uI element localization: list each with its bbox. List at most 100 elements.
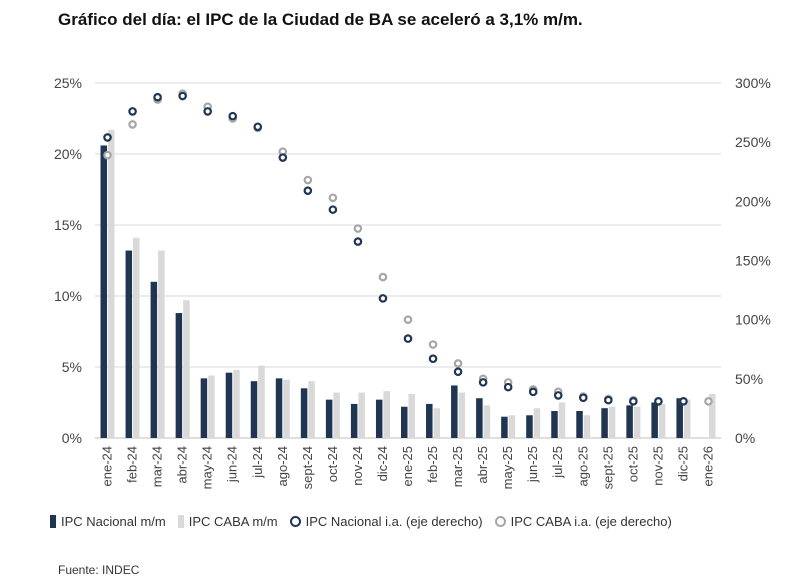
x-axis-labels: ene-24 feb-24 mar-24 abr-24 may-24 jun-24 jul-…	[100, 446, 716, 489]
bar-caba-mm	[508, 415, 516, 438]
dot-nacional-ia	[153, 92, 162, 102]
x-tick-label: mar-25	[450, 446, 465, 487]
bar-caba-mm	[683, 399, 691, 438]
bar-caba-mm	[208, 375, 215, 438]
bar-caba-mm	[258, 365, 265, 438]
bar-caba-mm	[108, 129, 115, 439]
dot-nacional-ia	[528, 387, 538, 397]
dot-nacional-ia	[278, 153, 288, 162]
bar-nacional-mm	[225, 372, 233, 438]
dot-nacional-ia	[503, 382, 513, 392]
x-tick-label: oct-25	[625, 446, 640, 482]
dot-nacional-ia	[453, 367, 463, 377]
dot-nacional-ia	[203, 107, 212, 116]
dot-nacional-ia	[228, 111, 238, 121]
x-tick-label: abr-24	[175, 446, 190, 484]
bar-caba-mm	[158, 250, 165, 438]
bar-nacional-mm	[350, 403, 358, 438]
left-tick-label: 10%	[54, 288, 82, 304]
legend-item-nacional-ia: IPC Nacional i.a. (eje derecho)	[289, 514, 483, 529]
bar-caba-mm	[233, 369, 240, 438]
right-axis-ticks: 0% 50% 100% 150% 200% 250% 300%	[735, 75, 771, 446]
right-tick-label: 200%	[735, 193, 771, 209]
right-tick-label: 100%	[735, 312, 771, 328]
legend-swatch-caba-ia	[494, 516, 506, 527]
dot-nacional-ia	[629, 397, 638, 406]
bars	[100, 129, 716, 439]
bar-caba-mm	[558, 402, 566, 438]
dot-caba-ia	[378, 272, 388, 282]
dot-nacional-ia	[353, 237, 363, 246]
legend-swatch-nacional-mm	[50, 515, 56, 528]
chart-plot: 0% 5% 10% 15% 20% 25% 0% 50% 100% 150% 200% 250% 30…	[54, 75, 771, 489]
bar-caba-mm	[333, 392, 340, 438]
x-tick-label: ene-25	[400, 446, 415, 486]
bar-caba-mm	[383, 391, 390, 438]
x-tick-label: ago-24	[275, 446, 290, 486]
dot-caba-ia	[328, 193, 338, 203]
dot-nacional-ia	[253, 122, 263, 132]
legend-swatch-caba-mm	[177, 515, 184, 528]
legend-label-nacional-mm: IPC Nacional m/m	[61, 514, 166, 529]
right-tick-label: 50%	[735, 371, 763, 387]
dot-caba-ia	[403, 315, 413, 324]
bar-nacional-mm	[601, 408, 608, 438]
dot-caba-ia	[353, 224, 363, 233]
right-tick-label: 300%	[735, 75, 771, 91]
dot-nacional-ia	[378, 294, 388, 303]
x-tick-label: nov-25	[650, 446, 665, 486]
dot-nacional-ia	[654, 397, 663, 406]
x-tick-label: may-24	[200, 446, 215, 489]
bar-nacional-mm	[300, 388, 308, 438]
dot-nacional-ia	[428, 354, 438, 364]
left-tick-label: 15%	[54, 217, 82, 233]
bar-nacional-mm	[325, 399, 333, 438]
bar-nacional-mm	[476, 398, 483, 438]
x-tick-label: ago-25	[575, 446, 590, 486]
bar-caba-mm	[583, 415, 591, 438]
dot-nacional-ia	[403, 334, 413, 343]
dot-caba-ia	[704, 397, 713, 406]
x-tick-label: may-25	[500, 446, 515, 489]
right-tick-label: 0%	[735, 430, 755, 446]
bar-caba-mm	[283, 379, 290, 438]
legend-swatch-nacional-ia	[289, 516, 301, 527]
bar-caba-mm	[433, 408, 441, 438]
dot-caba-ia	[128, 120, 137, 129]
x-tick-label: dic-25	[675, 446, 690, 481]
bar-caba-mm	[708, 393, 716, 438]
left-axis-ticks: 0% 5% 10% 15% 20% 25%	[54, 75, 82, 446]
bar-nacional-mm	[150, 281, 158, 438]
bar-nacional-mm	[576, 411, 583, 438]
dot-caba-ia	[303, 175, 313, 185]
bar-nacional-mm	[526, 415, 533, 438]
chart-title: Gráfico del día: el IPC de la Ciudad de …	[58, 10, 583, 29]
x-tick-label: nov-24	[350, 446, 365, 486]
legend-item-caba-mm: IPC CABA m/m	[177, 514, 278, 529]
dot-nacional-ia	[128, 107, 137, 116]
x-tick-label: feb-25	[425, 446, 440, 483]
bar-nacional-mm	[626, 405, 633, 438]
legend-label-caba-mm: IPC CABA m/m	[188, 514, 278, 529]
left-tick-label: 5%	[62, 359, 82, 375]
right-tick-label: 250%	[735, 134, 771, 150]
bar-caba-mm	[533, 408, 541, 438]
dot-nacional-ia	[178, 91, 187, 101]
bar-nacional-mm	[200, 378, 208, 438]
source-note: Fuente: INDEC	[58, 563, 140, 577]
bar-caba-mm	[133, 237, 140, 438]
x-tick-label: ene-24	[100, 446, 115, 486]
x-tick-label: jul-25	[550, 446, 565, 479]
right-tick-label: 150%	[735, 253, 771, 269]
dot-nacional-ia	[604, 395, 613, 405]
left-tick-label: 20%	[54, 146, 82, 162]
bar-nacional-mm	[501, 416, 508, 438]
bar-nacional-mm	[551, 411, 558, 438]
dot-nacional-ia	[578, 393, 588, 403]
dot-nacional-ia	[478, 378, 488, 387]
x-tick-label: oct-24	[325, 446, 340, 482]
bar-caba-mm	[408, 393, 415, 438]
bar-nacional-mm	[175, 313, 183, 438]
x-tick-label: mar-24	[150, 446, 165, 487]
bar-caba-mm	[358, 392, 365, 438]
